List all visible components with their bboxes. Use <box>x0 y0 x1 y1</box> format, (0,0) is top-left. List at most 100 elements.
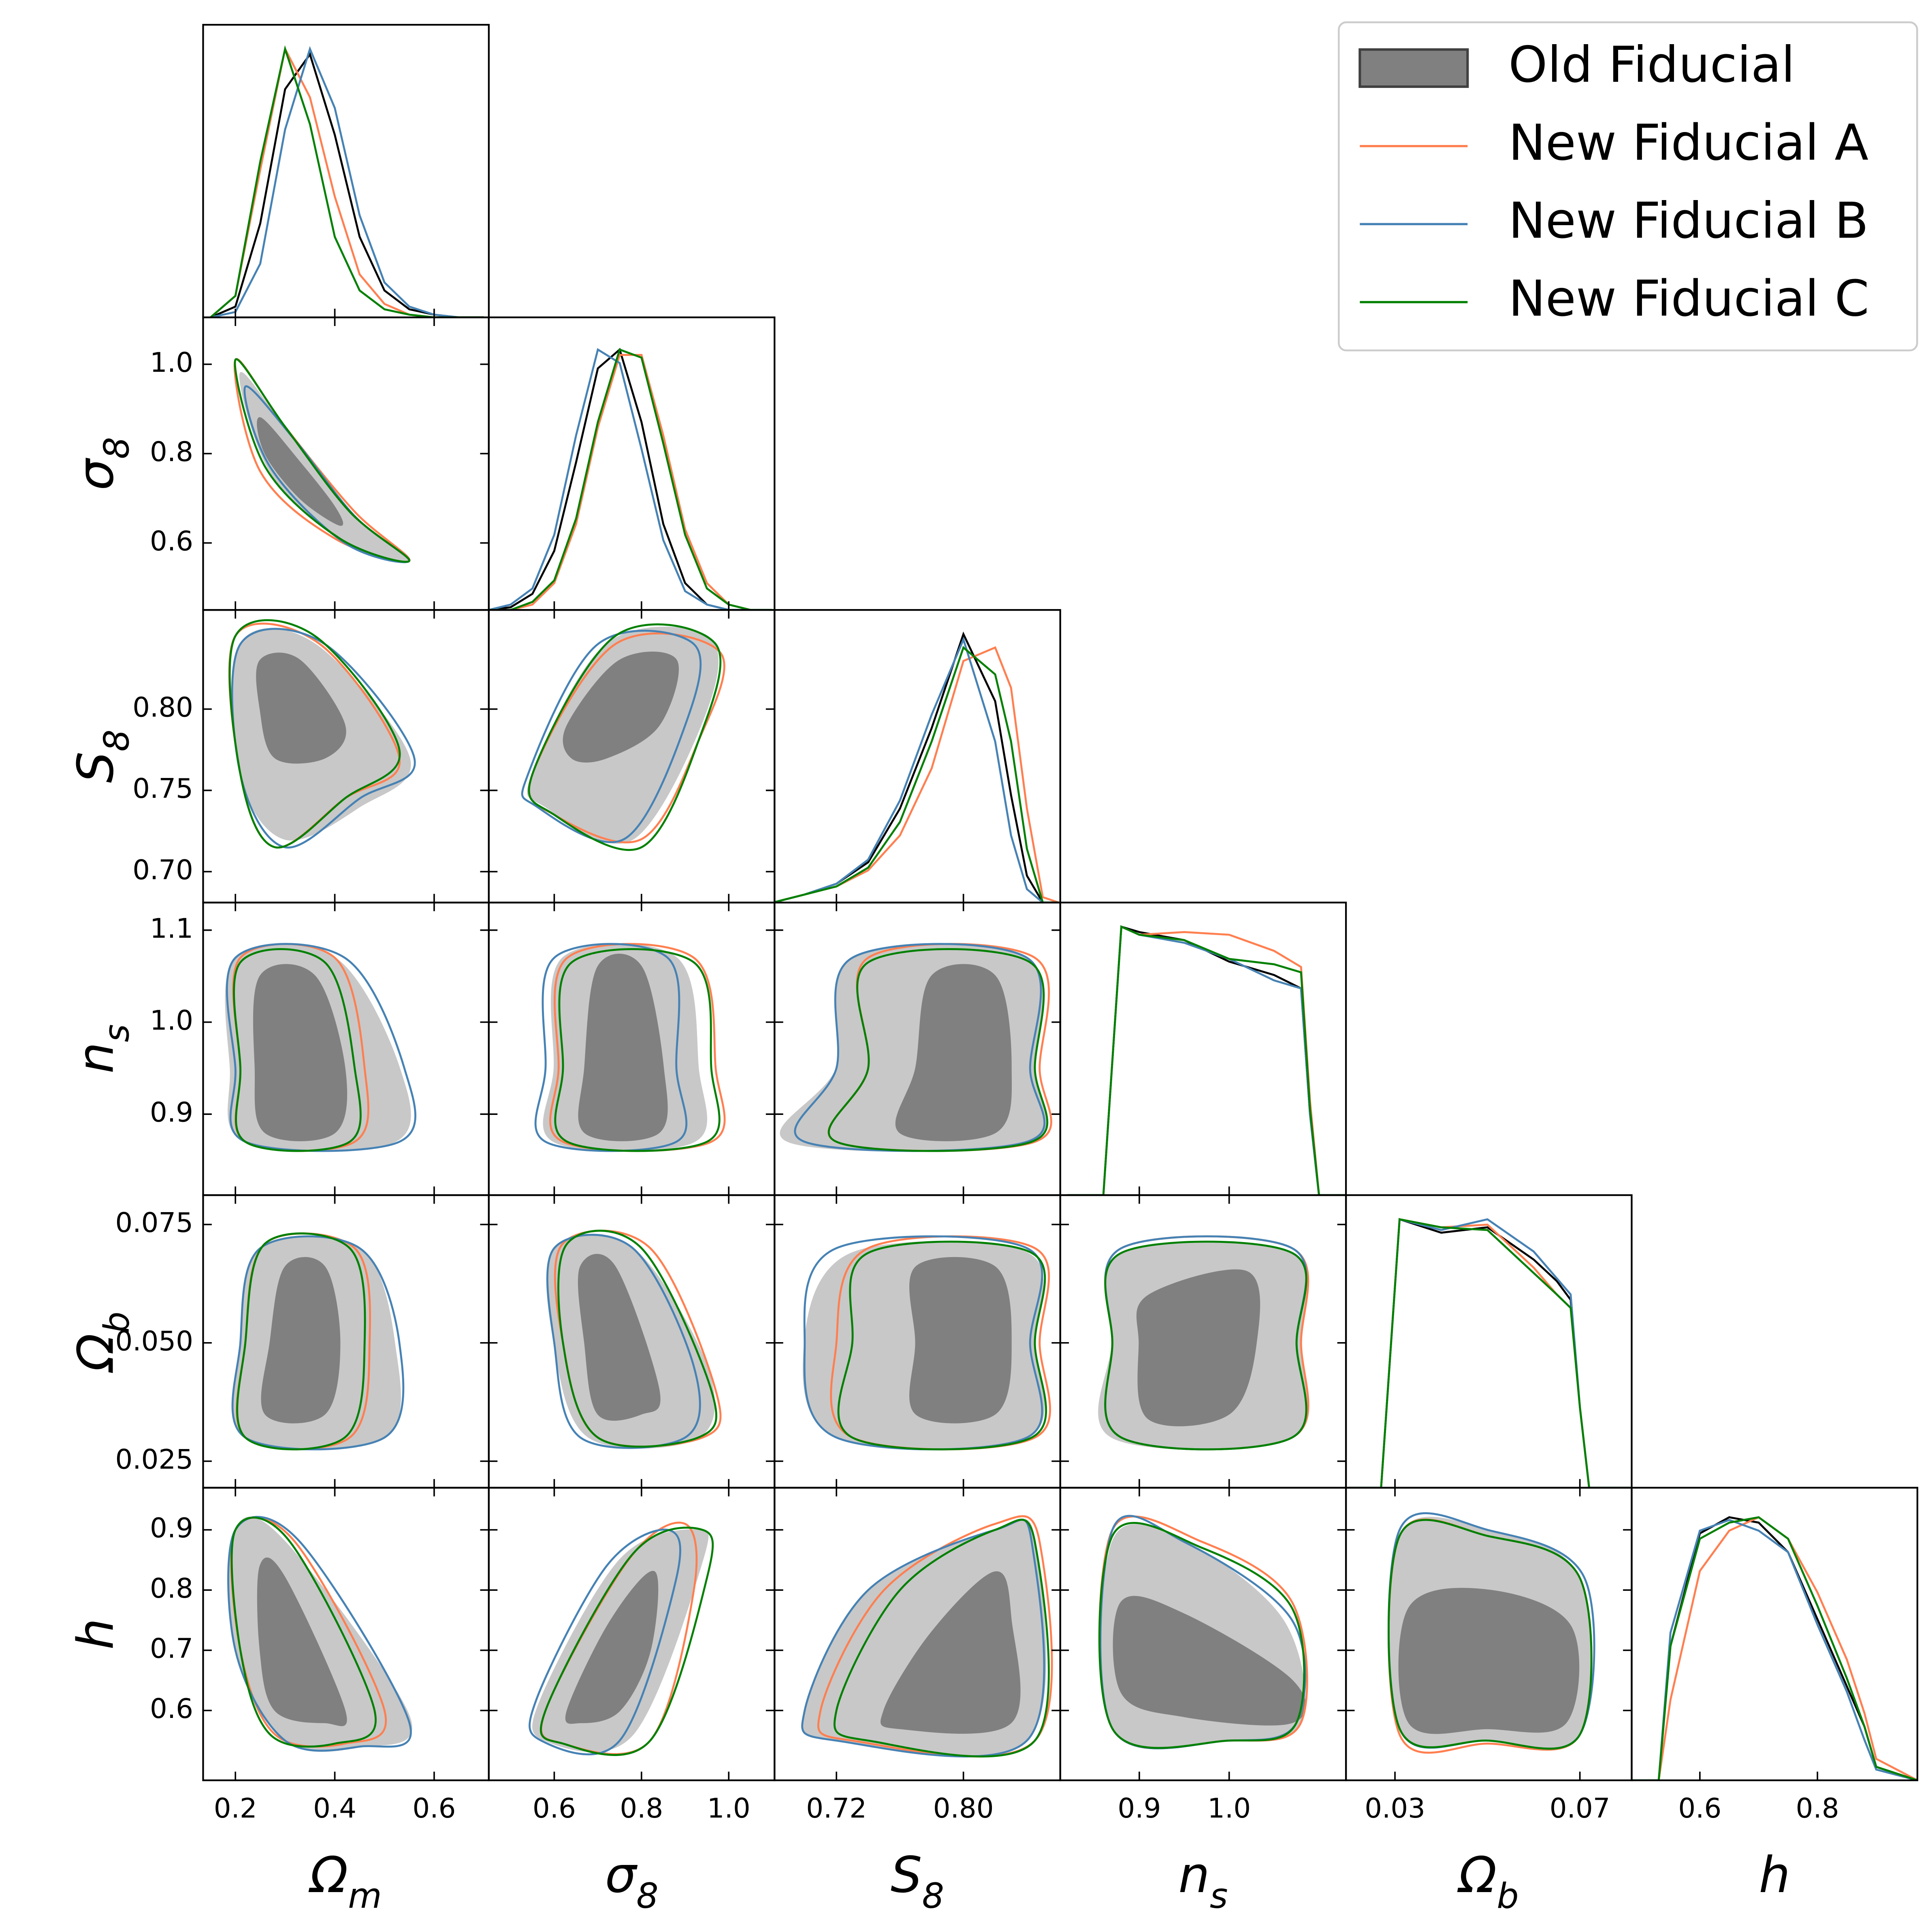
contour <box>231 1235 405 1451</box>
y-axis-label: ns <box>66 1024 137 1074</box>
y-tick-label: 0.050 <box>115 1325 193 1357</box>
contour <box>227 1516 412 1752</box>
marginal-panel <box>210 45 484 318</box>
x-tick-label: 0.72 <box>806 1792 867 1824</box>
contour <box>880 1571 1021 1734</box>
contour <box>256 652 346 764</box>
axis-subscript: 8 <box>97 729 137 751</box>
legend-label: New Fiducial C <box>1508 270 1869 328</box>
y-tick-label: 0.8 <box>150 1573 193 1604</box>
contour <box>1113 1596 1306 1726</box>
contour <box>521 630 702 843</box>
axis-subscript: 8 <box>922 1876 944 1916</box>
panel <box>529 1522 714 1756</box>
contour <box>557 1230 717 1448</box>
panel <box>1387 1512 1595 1754</box>
legend-frame <box>1338 21 1918 352</box>
contour <box>257 1557 347 1726</box>
marginal-panel <box>774 631 1059 903</box>
axis-subscript: m <box>348 1876 382 1916</box>
axis-subscript: s <box>1210 1876 1228 1916</box>
legend-patch <box>1358 48 1469 88</box>
panel <box>534 943 726 1152</box>
x-tick-label: 0.03 <box>1365 1792 1425 1824</box>
y-tick-label: 1.0 <box>150 1004 193 1036</box>
y-tick-label: 1.0 <box>150 347 193 378</box>
x-tick-label: 0.8 <box>620 1792 663 1824</box>
axis-symbol: S <box>891 1846 922 1904</box>
contour <box>801 1519 1045 1758</box>
x-axis-label: Ωm <box>308 1846 382 1916</box>
legend-label: New Fiducial B <box>1508 192 1868 249</box>
contour <box>253 964 348 1141</box>
axis-symbol: Ω <box>66 1334 124 1373</box>
legend: Old Fiducial New Fiducial A New Fiducial B… <box>1338 21 1918 352</box>
axis-symbol: S <box>66 752 124 783</box>
y-tick-label: 0.6 <box>150 525 193 557</box>
axis-symbol: n <box>1178 1846 1210 1904</box>
contour <box>549 943 726 1152</box>
contour <box>230 1516 377 1748</box>
axis-symbol: h <box>66 1618 124 1650</box>
marginal-line <box>774 636 1059 903</box>
x-axis-label: h <box>1759 1846 1790 1904</box>
contour <box>233 948 362 1152</box>
axis-symbol: n <box>66 1042 124 1074</box>
axis-symbol: Ω <box>1457 1846 1497 1904</box>
marginal-line <box>1631 1519 1917 1781</box>
y-tick-label: 0.075 <box>115 1207 193 1238</box>
contour <box>1104 1240 1307 1451</box>
marginal-line <box>1631 1516 1917 1781</box>
contour <box>794 943 1046 1152</box>
x-tick-label: 0.6 <box>412 1792 456 1824</box>
contour <box>578 954 668 1141</box>
contour <box>534 943 688 1152</box>
contour <box>1398 1588 1580 1734</box>
axis-subscript: 8 <box>636 1876 658 1916</box>
panel-frame <box>202 316 490 611</box>
contour <box>228 619 401 849</box>
x-axis-label: σ8 <box>605 1846 659 1916</box>
y-tick-label: 0.6 <box>150 1693 193 1724</box>
x-tick-label: 0.8 <box>1796 1792 1839 1824</box>
panel <box>780 943 1052 1152</box>
panel <box>228 619 416 849</box>
axis-symbol: σ <box>605 1846 638 1904</box>
contour <box>529 1528 681 1756</box>
x-tick-label: 0.80 <box>933 1792 994 1824</box>
axis-subscript: 8 <box>97 437 137 459</box>
contour <box>546 1234 701 1449</box>
x-tick-label: 1.0 <box>1207 1792 1251 1824</box>
x-tick-label: 0.2 <box>214 1792 257 1824</box>
contour <box>578 1254 661 1421</box>
y-axis-label: σ8 <box>66 437 137 490</box>
axis-symbol: h <box>1759 1846 1790 1904</box>
contour <box>261 1257 341 1424</box>
contour <box>909 1257 1012 1424</box>
contour <box>1098 1522 1305 1749</box>
contour <box>236 1232 366 1451</box>
contour <box>1136 1269 1260 1426</box>
legend-label: New Fiducial A <box>1508 113 1868 171</box>
marginal-line <box>1067 925 1346 1196</box>
y-tick-label: 0.9 <box>150 1097 193 1128</box>
x-axis-label: Ωb <box>1457 1846 1519 1916</box>
marginal-panel <box>1348 1218 1631 1488</box>
y-tick-label: 0.8 <box>150 436 193 468</box>
panel <box>801 1515 1053 1758</box>
contour <box>895 964 1012 1141</box>
contour <box>554 948 721 1152</box>
marginal-line <box>1067 925 1346 1196</box>
marginal-panel <box>1067 925 1346 1196</box>
contour <box>528 623 722 851</box>
panel <box>225 943 416 1152</box>
legend-label: Old Fiducial <box>1508 36 1795 94</box>
x-tick-label: 1.0 <box>707 1792 751 1824</box>
panel <box>521 623 725 851</box>
marginal-line <box>1067 925 1346 1196</box>
axis-subscript: b <box>1497 1876 1518 1916</box>
panel <box>802 1235 1051 1451</box>
axis-subscript: s <box>97 1024 137 1042</box>
